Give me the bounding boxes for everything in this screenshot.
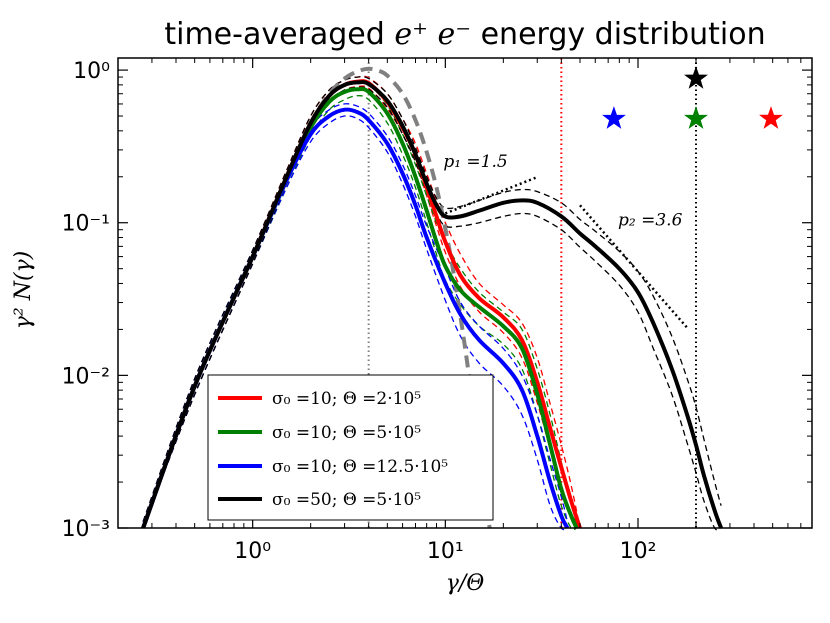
series-1-band-upper <box>142 81 578 529</box>
legend-label-green: σ₀ =10; Θ =5·10⁵ <box>272 423 421 443</box>
chart-title-prefix: time-averaged <box>164 17 394 52</box>
power-law-guides: p₁ =1.5 p₂ =3.6 <box>443 152 689 329</box>
chart-title-math: e⁺ e⁻ <box>394 17 471 52</box>
star-markers <box>602 66 783 129</box>
legend: σ₀ =10; Θ =2·10⁵ σ₀ =10; Θ =5·10⁵ σ₀ =10… <box>207 374 494 521</box>
power-law-guide-1 <box>579 204 689 329</box>
power-law-label-1: p₂ =3.6 <box>618 210 683 230</box>
y-tick-label-1: 10⁻¹ <box>62 212 110 237</box>
chart-title-suffix: energy distribution <box>471 17 766 52</box>
x-tick-label-2: 10² <box>620 539 657 564</box>
plot-frame <box>117 57 813 529</box>
y-tick-label-3: 10⁻³ <box>62 517 110 542</box>
power-law-label-0: p₁ =1.5 <box>443 152 507 172</box>
y-tick-label-2: 10⁻² <box>62 364 110 389</box>
y-axis-label: γ² N(γ) <box>11 251 36 330</box>
legend-label-red: σ₀ =10; Θ =2·10⁵ <box>272 389 421 409</box>
y-tick-label-0: 10⁰ <box>73 59 110 84</box>
power-law-guide-0 <box>444 175 538 215</box>
x-tick-label-0: 10⁰ <box>234 539 271 564</box>
axis-ticks: 10⁰ 10¹ 10² 10⁰ 10⁻¹ 10⁻² 10⁻³ <box>62 58 813 564</box>
legend-label-blue: σ₀ =10; Θ =12.5·10⁵ <box>272 457 448 477</box>
series-2-band-lower <box>142 115 568 531</box>
star-marker-3 <box>684 66 708 89</box>
star-marker-1 <box>684 106 708 129</box>
chart-title: time-averaged e⁺ e⁻ energy distribution <box>164 17 765 52</box>
x-axis-label: γ/Θ <box>446 571 485 596</box>
series-1-band-lower <box>142 95 577 531</box>
series-line-3 <box>141 80 723 529</box>
star-marker-2 <box>759 106 783 129</box>
legend-label-black: σ₀ =50; Θ =5·10⁵ <box>272 490 421 510</box>
series-lines <box>141 66 723 529</box>
star-marker-0 <box>602 106 626 129</box>
x-tick-label-1: 10¹ <box>427 539 464 564</box>
